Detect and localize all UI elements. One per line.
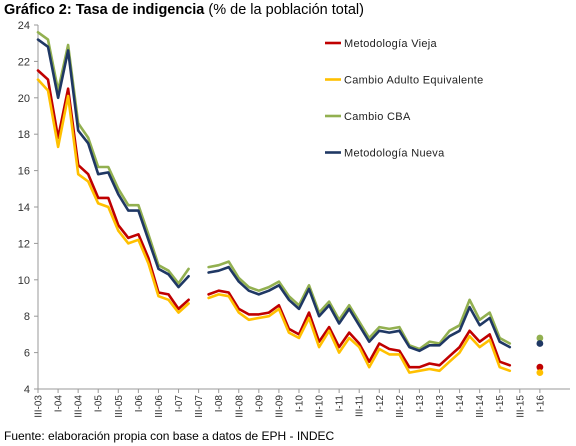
series-line-metodologia-nueva [36, 38, 190, 289]
y-tick-label: 24 [18, 20, 30, 32]
x-tick-label: III-03 [34, 395, 45, 418]
y-tick-label: 20 [18, 93, 30, 105]
legend-label: Metodología Vieja [344, 38, 438, 50]
x-tick-label: III-13 [435, 395, 446, 418]
x-tick-label: I-04 [54, 395, 65, 413]
legend-label: Cambio CBA [344, 111, 411, 123]
x-tick-label: I-13 [415, 395, 426, 413]
y-tick-label: 14 [18, 202, 30, 214]
series-line-metodologia-nueva [207, 265, 512, 353]
y-tick-label: 16 [18, 166, 30, 178]
y-tick-label: 12 [18, 238, 30, 250]
chart-title-bold: Gráfico 2: Tasa de indigencia [4, 2, 205, 18]
x-tick-label: III-10 [315, 395, 326, 418]
x-tick-label: I-10 [294, 395, 305, 413]
chart-axes: 4 6 8 10 12 14 16 18 20 22 24 III-03 I-04 III-04 I-05 I… [18, 20, 570, 418]
y-tick-label: 18 [18, 129, 30, 141]
y-tick-label: 8 [24, 311, 30, 323]
x-tick-label: III-04 [74, 395, 85, 418]
x-tick-label: I-07 [174, 395, 185, 413]
x-tick-label: III-09 [274, 395, 285, 418]
chart-title-rest: (% de la población total) [204, 2, 364, 18]
y-tick-label: 4 [24, 384, 30, 396]
x-tick-label: III-08 [234, 395, 245, 418]
series-point-metodologia-vieja [536, 363, 544, 371]
y-tick-label: 10 [18, 275, 30, 287]
x-tick-label: I-11 [335, 395, 346, 412]
x-tick-label: I-14 [455, 395, 466, 413]
x-tick-label: III-12 [395, 395, 406, 418]
series-line-cambio-adulto-equivalente [36, 78, 190, 314]
series-point-metodologia-nueva [536, 340, 544, 347]
x-tick-label: III-15 [515, 395, 526, 418]
chart-legend: Metodología Vieja Cambio Adulto Equivalen… [325, 38, 484, 160]
x-tick-label: I-09 [254, 395, 265, 413]
series-line-metodologia-vieja [207, 289, 512, 369]
series-line-cambio-cba [36, 30, 190, 285]
x-tick-label: I-12 [375, 395, 386, 413]
x-tick-label: III-07 [194, 395, 205, 418]
x-tick-label: III-14 [475, 395, 486, 418]
chart-series [36, 30, 544, 377]
legend-label: Cambio Adulto Equivalente [344, 75, 484, 87]
x-tick-label: I-05 [94, 395, 105, 413]
series-line-metodologia-vieja [36, 69, 190, 311]
legend-label: Metodología Nueva [344, 148, 445, 160]
x-tick-label: III-06 [154, 395, 165, 418]
chart-title: Gráfico 2: Tasa de indigencia (% de la p… [4, 2, 364, 18]
series-line-cambio-cba [207, 260, 512, 351]
series-line-cambio-adulto-equivalente [207, 293, 512, 374]
x-tick-label: I-15 [495, 395, 506, 413]
y-tick-label: 22 [18, 56, 30, 68]
x-tick-label: I-16 [535, 395, 546, 413]
chart-source-note: Fuente: elaboración propia con base a da… [4, 429, 335, 443]
series-point-cambio-cba [536, 334, 544, 342]
x-tick-label: III-05 [114, 395, 125, 418]
x-tick-label: I-08 [214, 395, 225, 413]
series-point-cambio-adulto-equivalente [536, 369, 544, 377]
x-tick-label: III-11 [355, 395, 366, 417]
y-tick-label: 6 [24, 348, 30, 360]
x-tick-label: I-06 [134, 395, 145, 413]
